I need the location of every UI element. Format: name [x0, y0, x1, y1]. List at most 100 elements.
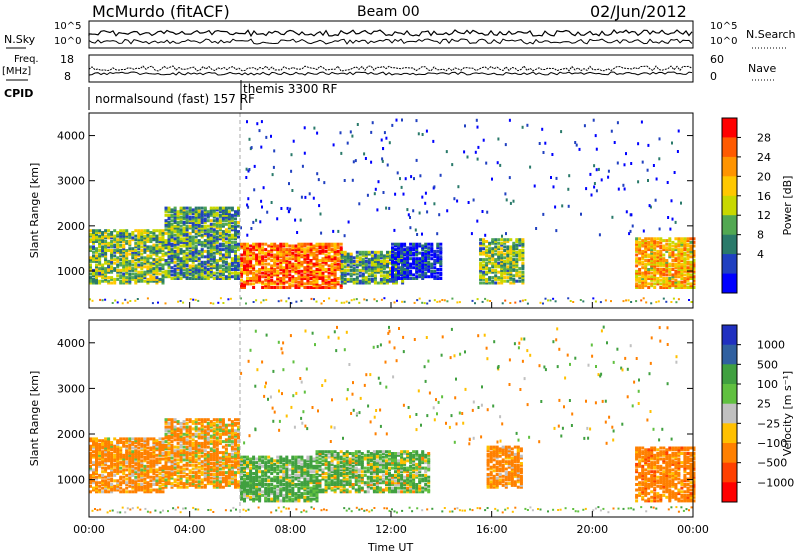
data-cell [221, 255, 225, 259]
data-cell [173, 221, 177, 224]
data-cell [209, 482, 213, 486]
data-cell [209, 473, 213, 476]
data-cell [433, 255, 437, 259]
data-cell [361, 259, 365, 263]
data-cell [680, 251, 684, 255]
band-cell [340, 301, 343, 304]
data-cell [89, 240, 92, 243]
data-cell [485, 272, 489, 276]
data-cell [188, 445, 192, 449]
data-cell [146, 265, 150, 269]
data-cell [197, 462, 201, 465]
data-cell [128, 448, 132, 452]
data-cell [164, 451, 168, 455]
data-cell [206, 251, 210, 255]
data-cell [104, 245, 108, 249]
data-cell [406, 260, 410, 264]
data-cell [203, 474, 207, 478]
data-cell [140, 249, 144, 252]
data-cell [149, 263, 153, 267]
data-cell [170, 219, 174, 223]
data-cell [683, 239, 687, 243]
data-cell [373, 274, 377, 278]
data-cell [185, 447, 189, 451]
scatter-point [464, 124, 466, 128]
data-cell [415, 244, 419, 248]
data-cell [218, 485, 222, 489]
data-cell [146, 446, 150, 450]
data-cell [503, 265, 507, 269]
data-cell [149, 461, 153, 465]
data-cell [164, 210, 168, 214]
data-cell [212, 215, 216, 219]
data-cell [221, 418, 225, 422]
data-cell [125, 250, 129, 254]
scatter-point [486, 210, 489, 214]
data-cell [273, 248, 277, 252]
data-cell [104, 452, 108, 455]
data-cell [113, 245, 117, 249]
band-cell [428, 299, 431, 302]
data-cell [104, 439, 108, 443]
data-cell [173, 275, 177, 279]
data-cell [128, 472, 132, 475]
data-cell [182, 233, 186, 237]
data-cell [152, 231, 156, 234]
band-cell [675, 301, 678, 304]
data-cell [140, 470, 144, 474]
data-cell [315, 257, 319, 261]
data-cell [185, 262, 189, 266]
data-cell [185, 438, 189, 442]
data-cell [110, 479, 114, 483]
data-cell [113, 453, 117, 457]
data-cell [521, 249, 525, 252]
data-cell [306, 286, 310, 289]
data-cell [665, 269, 669, 273]
data-cell [209, 449, 213, 453]
data-cell [653, 269, 657, 273]
data-cell [224, 275, 228, 279]
data-cell [243, 483, 246, 486]
scatter-point [595, 147, 598, 151]
data-cell [267, 280, 271, 284]
data-cell [209, 273, 213, 277]
data-cell [170, 421, 174, 425]
data-cell [101, 455, 105, 459]
data-cell [92, 245, 95, 249]
data-cell [227, 423, 231, 427]
data-cell [376, 263, 380, 267]
data-cell [500, 267, 504, 271]
data-cell [167, 476, 171, 480]
data-cell [303, 259, 307, 262]
band-cell [104, 298, 107, 301]
data-cell [92, 259, 95, 263]
data-cell [668, 269, 672, 273]
data-cell [104, 277, 108, 281]
data-cell [149, 464, 153, 468]
data-cell [240, 486, 243, 490]
data-cell [158, 256, 162, 260]
data-cell [191, 467, 195, 471]
data-cell [110, 276, 114, 280]
data-cell [234, 246, 237, 250]
data-cell [355, 281, 359, 285]
data-cell [309, 277, 313, 280]
data-cell [240, 457, 243, 461]
data-cell [358, 259, 362, 263]
data-cell [512, 281, 516, 285]
data-cell [158, 453, 162, 457]
scatter-point [560, 130, 563, 134]
data-cell [349, 254, 353, 258]
data-cell [110, 261, 114, 265]
data-cell [415, 264, 419, 268]
data-cell [521, 263, 525, 267]
data-cell [197, 228, 201, 232]
data-cell [119, 466, 123, 470]
scatter-point [600, 178, 603, 182]
data-cell [638, 240, 642, 244]
scatter-point [370, 160, 373, 164]
data-cell [149, 484, 153, 488]
data-cell [137, 468, 141, 472]
data-cell [143, 249, 147, 252]
data-cell [340, 281, 344, 285]
